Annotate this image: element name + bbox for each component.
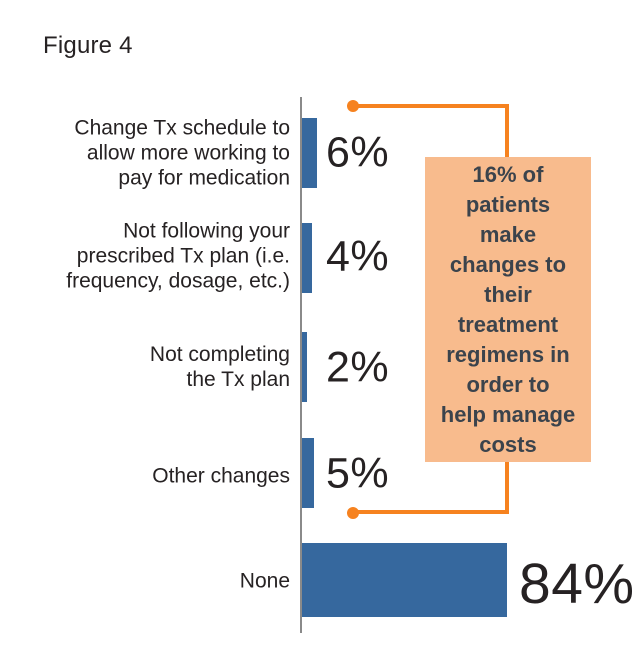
category-label-not-following-plan: Not following your prescribed Tx plan (i… bbox=[66, 219, 290, 293]
annotation-text: 16% of patients make changes to their tr… bbox=[440, 161, 576, 457]
category-label-other-changes: Other changes bbox=[152, 464, 290, 488]
figure-title: Figure 4 bbox=[43, 32, 133, 59]
bar-none bbox=[302, 543, 507, 617]
value-label-other-changes: 5% bbox=[326, 449, 390, 498]
bar-change-tx-schedule bbox=[302, 118, 317, 188]
bar-not-completing-plan bbox=[302, 332, 307, 402]
category-axis-line bbox=[300, 97, 302, 633]
value-label-not-completing-plan: 2% bbox=[326, 343, 390, 392]
annotation-box: 16% of patients make changes to their tr… bbox=[425, 157, 591, 462]
bar-other-changes bbox=[302, 438, 315, 508]
value-label-not-following-plan: 4% bbox=[326, 232, 390, 281]
category-label-not-completing-plan: Not completing the Tx plan bbox=[149, 343, 290, 391]
category-label-change-tx-schedule: Change Tx schedule to allow more working… bbox=[74, 116, 290, 190]
connector-line-top-horizontal bbox=[353, 104, 509, 108]
category-label-none: None bbox=[239, 569, 290, 593]
bar-not-following-plan bbox=[302, 223, 312, 293]
value-label-none: 84% bbox=[519, 552, 635, 616]
connector-dot-bottom bbox=[347, 507, 359, 519]
connector-line-top-vertical bbox=[505, 104, 509, 159]
value-label-change-tx-schedule: 6% bbox=[326, 128, 390, 177]
connector-line-bottom-vertical bbox=[505, 460, 509, 514]
connector-line-bottom-horizontal bbox=[353, 510, 509, 514]
